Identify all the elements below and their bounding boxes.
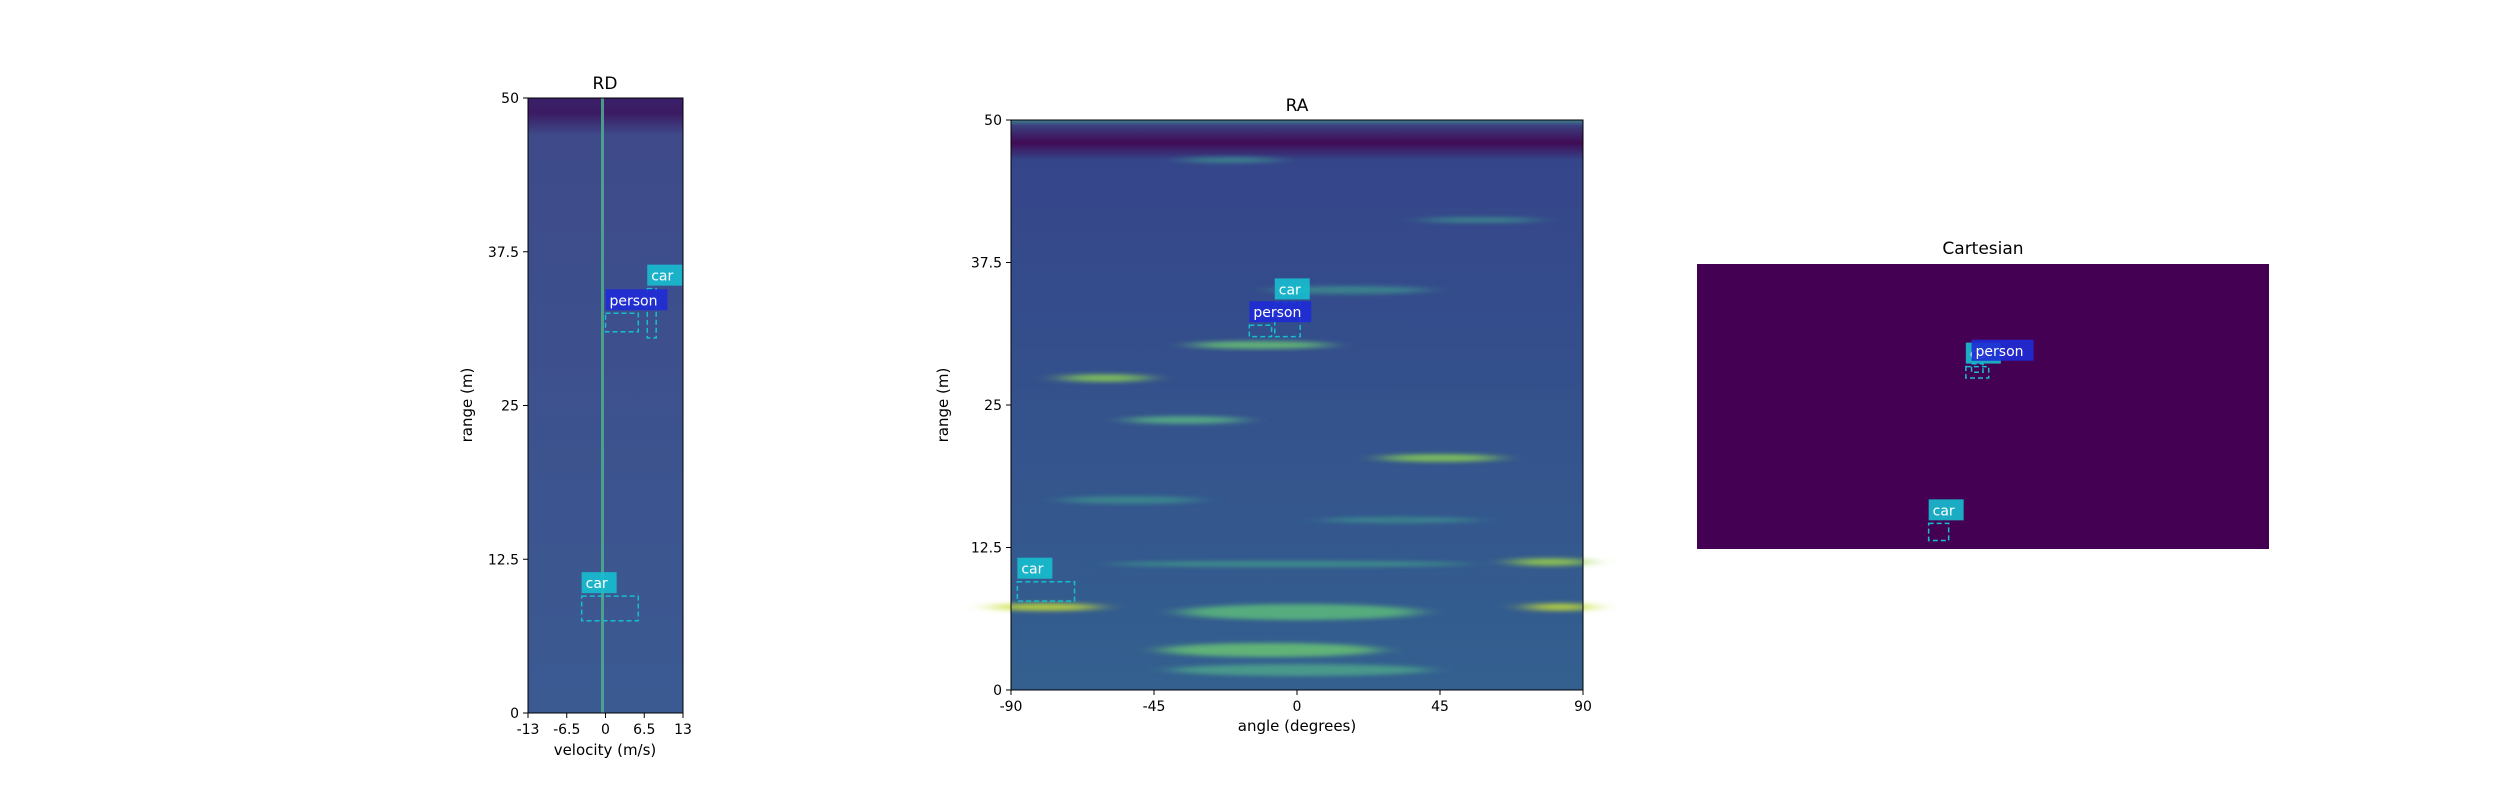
ra-box-label-bg bbox=[1274, 278, 1310, 300]
rd-frame bbox=[527, 97, 684, 714]
rd-y-tick-label: 50 bbox=[501, 91, 519, 107]
ra-x-tick-label: 90 bbox=[1574, 699, 1592, 715]
rd-box-label: car bbox=[651, 269, 673, 285]
cartesian-title: Cartesian bbox=[1942, 239, 2023, 259]
cartesian-box-label: person bbox=[1976, 344, 2024, 360]
cartesian-box-label-bg bbox=[1971, 339, 2034, 361]
rd-box-label: person bbox=[610, 293, 658, 309]
ra-y-tick-label: 12.5 bbox=[971, 541, 1002, 557]
ra-box-label-bg bbox=[1017, 557, 1053, 579]
cartesian-box-car bbox=[1927, 522, 1950, 542]
ra-box-label: car bbox=[1021, 562, 1043, 578]
ra-box-label: car bbox=[1279, 282, 1301, 298]
rd-title: RD bbox=[593, 74, 618, 94]
ra-frame bbox=[1010, 119, 1584, 691]
cartesian-box-person bbox=[1970, 363, 1984, 374]
rd-y-tick-label: 25 bbox=[501, 399, 519, 415]
cartesian-heatmap bbox=[1697, 264, 2269, 549]
rd-box-label-bg bbox=[581, 572, 617, 594]
rd-box-car bbox=[646, 287, 657, 339]
ra-x-tick-label: -90 bbox=[1000, 699, 1023, 715]
rd-box-label: car bbox=[586, 576, 608, 592]
ra-y-tick-label: 0 bbox=[993, 683, 1002, 699]
ra-box-label-bg bbox=[1249, 301, 1312, 323]
rd-x-tick-label: -6.5 bbox=[553, 722, 580, 738]
rd-box-car bbox=[580, 595, 640, 622]
rd-box-label-bg bbox=[647, 264, 683, 286]
rd-box-person bbox=[604, 312, 640, 333]
rd-y-tick-label: 0 bbox=[510, 706, 519, 722]
rd-x-tick-label: 0 bbox=[601, 722, 610, 738]
ra-x-axis-label: angle (degrees) bbox=[1238, 717, 1356, 735]
rd-velocity-zero-line bbox=[601, 98, 604, 713]
cartesian-box-label: car bbox=[1933, 503, 1955, 519]
rd-y-axis-label: range (m) bbox=[458, 368, 476, 443]
ra-x-tick-label: 0 bbox=[1293, 699, 1302, 715]
ra-box-person bbox=[1248, 324, 1273, 338]
ra-heatmap bbox=[1011, 120, 1583, 690]
ra-y-tick-label: 50 bbox=[984, 113, 1002, 129]
rd-x-tick-label: 13 bbox=[674, 722, 692, 738]
rd-x-tick-label: -13 bbox=[517, 722, 540, 738]
ra-box-car bbox=[1016, 580, 1076, 602]
rd-x-axis-label: velocity (m/s) bbox=[554, 741, 657, 759]
ra-y-axis-label: range (m) bbox=[934, 368, 952, 443]
ra-y-tick-label: 37.5 bbox=[971, 256, 1002, 272]
ra-y-tick-label: 25 bbox=[984, 398, 1002, 414]
ra-x-tick-label: -45 bbox=[1143, 699, 1166, 715]
rd-box-label-bg bbox=[605, 289, 668, 311]
ra-title: RA bbox=[1286, 96, 1309, 116]
cartesian-box-label-bg bbox=[1928, 499, 1964, 521]
ra-heatmap-streaks bbox=[990, 157, 1595, 676]
ra-x-tick-label: 45 bbox=[1431, 699, 1449, 715]
cartesian-box-car bbox=[1965, 365, 1990, 379]
rd-x-tick-label: 6.5 bbox=[633, 722, 655, 738]
ra-box-label: person bbox=[1253, 305, 1301, 321]
rd-y-tick-label: 37.5 bbox=[488, 245, 519, 261]
rd-heatmap bbox=[528, 98, 683, 713]
rd-panel: -13 -6.5 0 6.5 13 0 12.5 25 37.5 50 car person car R… bbox=[458, 74, 692, 759]
rd-y-tick-label: 12.5 bbox=[488, 552, 519, 568]
